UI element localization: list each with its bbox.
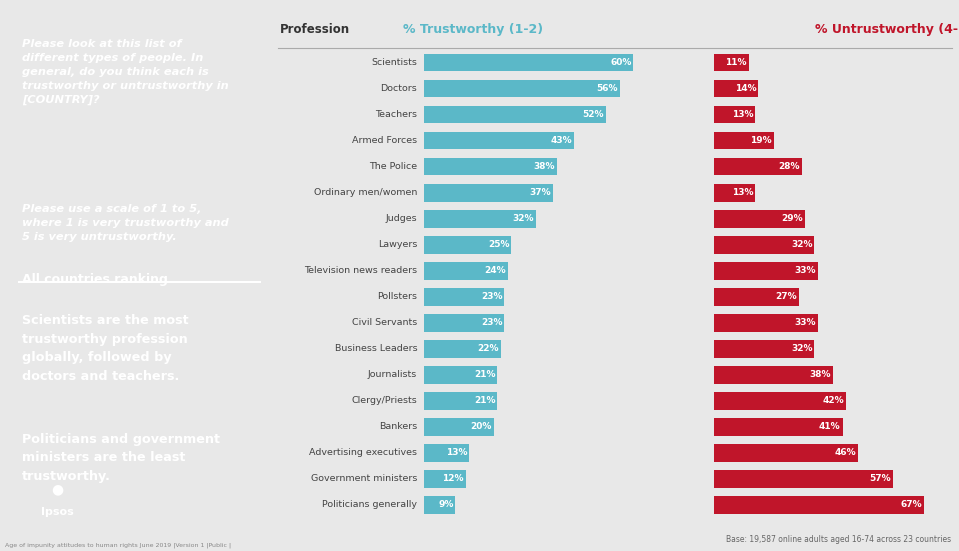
Text: Bankers: Bankers [379,423,417,431]
Text: Age of impunity attitudes to human rights June 2019 |Version 1 |Public |: Age of impunity attitudes to human right… [5,543,231,548]
Text: Scientists are the most
trustworthy profession
globally, followed by
doctors and: Scientists are the most trustworthy prof… [22,314,189,382]
Text: 41%: 41% [819,423,841,431]
Text: Civil Servants: Civil Servants [352,318,417,327]
Text: 11%: 11% [725,58,747,67]
Text: 29%: 29% [782,214,803,223]
Text: Judges: Judges [386,214,417,223]
Text: Ordinary men/women: Ordinary men/women [314,188,417,197]
Text: Please use a scale of 1 to 5,
where 1 is very trustworthy and
5 is very untrustw: Please use a scale of 1 to 5, where 1 is… [22,204,228,242]
Text: 14%: 14% [735,84,757,93]
Text: 42%: 42% [822,396,844,406]
Text: 24%: 24% [484,266,505,276]
Text: 23%: 23% [480,292,503,301]
Text: 33%: 33% [794,318,815,327]
Text: Television news readers: Television news readers [304,266,417,276]
Text: 37%: 37% [529,188,551,197]
Text: Profession: Profession [280,23,350,36]
Text: 32%: 32% [512,214,534,223]
Text: Please look at this list of
different types of people. In
general, do you think : Please look at this list of different ty… [22,39,228,105]
Text: 32%: 32% [791,344,812,353]
Text: 38%: 38% [809,370,831,379]
Text: 9%: 9% [438,500,454,510]
Text: Advertising executives: Advertising executives [309,449,417,457]
Text: 38%: 38% [533,162,554,171]
Text: 25%: 25% [488,240,509,249]
Text: 23%: 23% [480,318,503,327]
Text: % Untrustworthy (4-5): % Untrustworthy (4-5) [815,23,959,36]
Text: The Police: The Police [369,162,417,171]
Text: 43%: 43% [550,136,573,145]
Text: Base: 19,587 online adults aged 16-74 across 23 countries: Base: 19,587 online adults aged 16-74 ac… [726,536,951,544]
Text: ●: ● [52,483,63,496]
Text: 27%: 27% [775,292,797,301]
Text: % Trustworthy (1-2): % Trustworthy (1-2) [403,23,543,36]
Text: 56%: 56% [596,84,618,93]
Text: 28%: 28% [779,162,800,171]
Text: 20%: 20% [471,423,492,431]
Text: 57%: 57% [869,474,891,483]
Text: 13%: 13% [732,110,753,119]
Text: Teachers: Teachers [375,110,417,119]
Text: 22%: 22% [478,344,499,353]
Text: 13%: 13% [732,188,753,197]
Text: Government ministers: Government ministers [311,474,417,483]
Text: 32%: 32% [791,240,812,249]
Text: 60%: 60% [610,58,632,67]
Text: Doctors: Doctors [381,84,417,93]
Text: 19%: 19% [750,136,772,145]
Text: Politicians generally: Politicians generally [322,500,417,510]
Text: 21%: 21% [474,370,495,379]
Text: Armed Forces: Armed Forces [352,136,417,145]
Text: Lawyers: Lawyers [378,240,417,249]
Text: 52%: 52% [582,110,603,119]
Text: Ipsos: Ipsos [41,507,74,517]
Text: 12%: 12% [442,474,464,483]
Text: Scientists: Scientists [371,58,417,67]
Text: 21%: 21% [474,396,495,406]
Text: 46%: 46% [834,449,856,457]
Text: Pollsters: Pollsters [377,292,417,301]
Text: 33%: 33% [794,266,815,276]
Text: Politicians and government
ministers are the least
trustworthy.: Politicians and government ministers are… [22,433,220,483]
Text: 67%: 67% [901,500,922,510]
Text: 13%: 13% [446,449,467,457]
Text: All countries ranking: All countries ranking [22,273,168,286]
Text: Journalists: Journalists [368,370,417,379]
Text: Business Leaders: Business Leaders [335,344,417,353]
Text: Clergy/Priests: Clergy/Priests [351,396,417,406]
